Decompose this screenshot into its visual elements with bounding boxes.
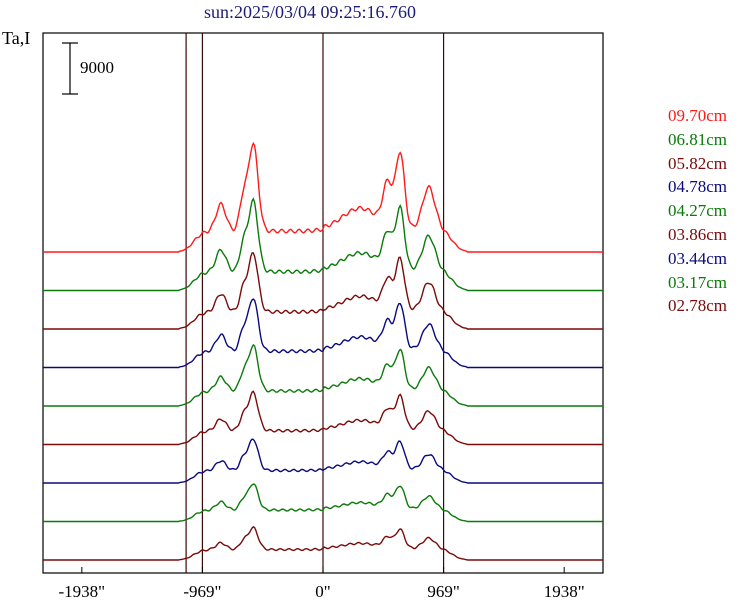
trace-04.27cm: [43, 343, 603, 407]
trace-04.78cm: [43, 298, 603, 369]
trace-03.44cm: [43, 438, 603, 484]
legend-item: 02.78cm: [668, 296, 728, 316]
legend-item: 03.44cm: [668, 248, 728, 268]
legend-item: 04.78cm: [668, 177, 728, 197]
intensity-scale-bar: [62, 42, 78, 95]
legend-item: 06.81cm: [668, 129, 728, 149]
vertical-markers: [185, 33, 445, 573]
trace-06.81cm: [43, 197, 603, 292]
x-tick-label: -1938": [58, 582, 106, 601]
trace-09.70cm: [43, 141, 603, 253]
trace-05.82cm: [43, 252, 603, 330]
legend: 09.70cm 06.81cm 05.82cm 04.78cm 04.27cm 03.86…: [668, 104, 727, 318]
legend-item: 03.17cm: [668, 272, 728, 292]
legend-item: 04.27cm: [668, 201, 728, 221]
spectral-traces: [43, 141, 603, 561]
trace-03.17cm: [43, 483, 603, 523]
x-axis-ticks: [81, 567, 565, 573]
x-tick-label: -969": [183, 582, 222, 601]
legend-item: 03.86cm: [668, 224, 728, 244]
x-tick-label: 1938": [543, 582, 585, 601]
legend-item: 09.70cm: [668, 106, 728, 125]
x-tick-label: 969": [427, 582, 460, 601]
trace-02.78cm: [43, 526, 603, 561]
legend-item: 05.82cm: [668, 153, 728, 173]
chart-title: sun:2025/03/04 09:25:16.760: [203, 2, 416, 22]
trace-03.86cm: [43, 390, 603, 446]
scale-bar-label: 9000: [80, 58, 114, 77]
y-axis-label: Ta,I: [2, 28, 31, 48]
x-tick-label: 0": [315, 582, 331, 601]
